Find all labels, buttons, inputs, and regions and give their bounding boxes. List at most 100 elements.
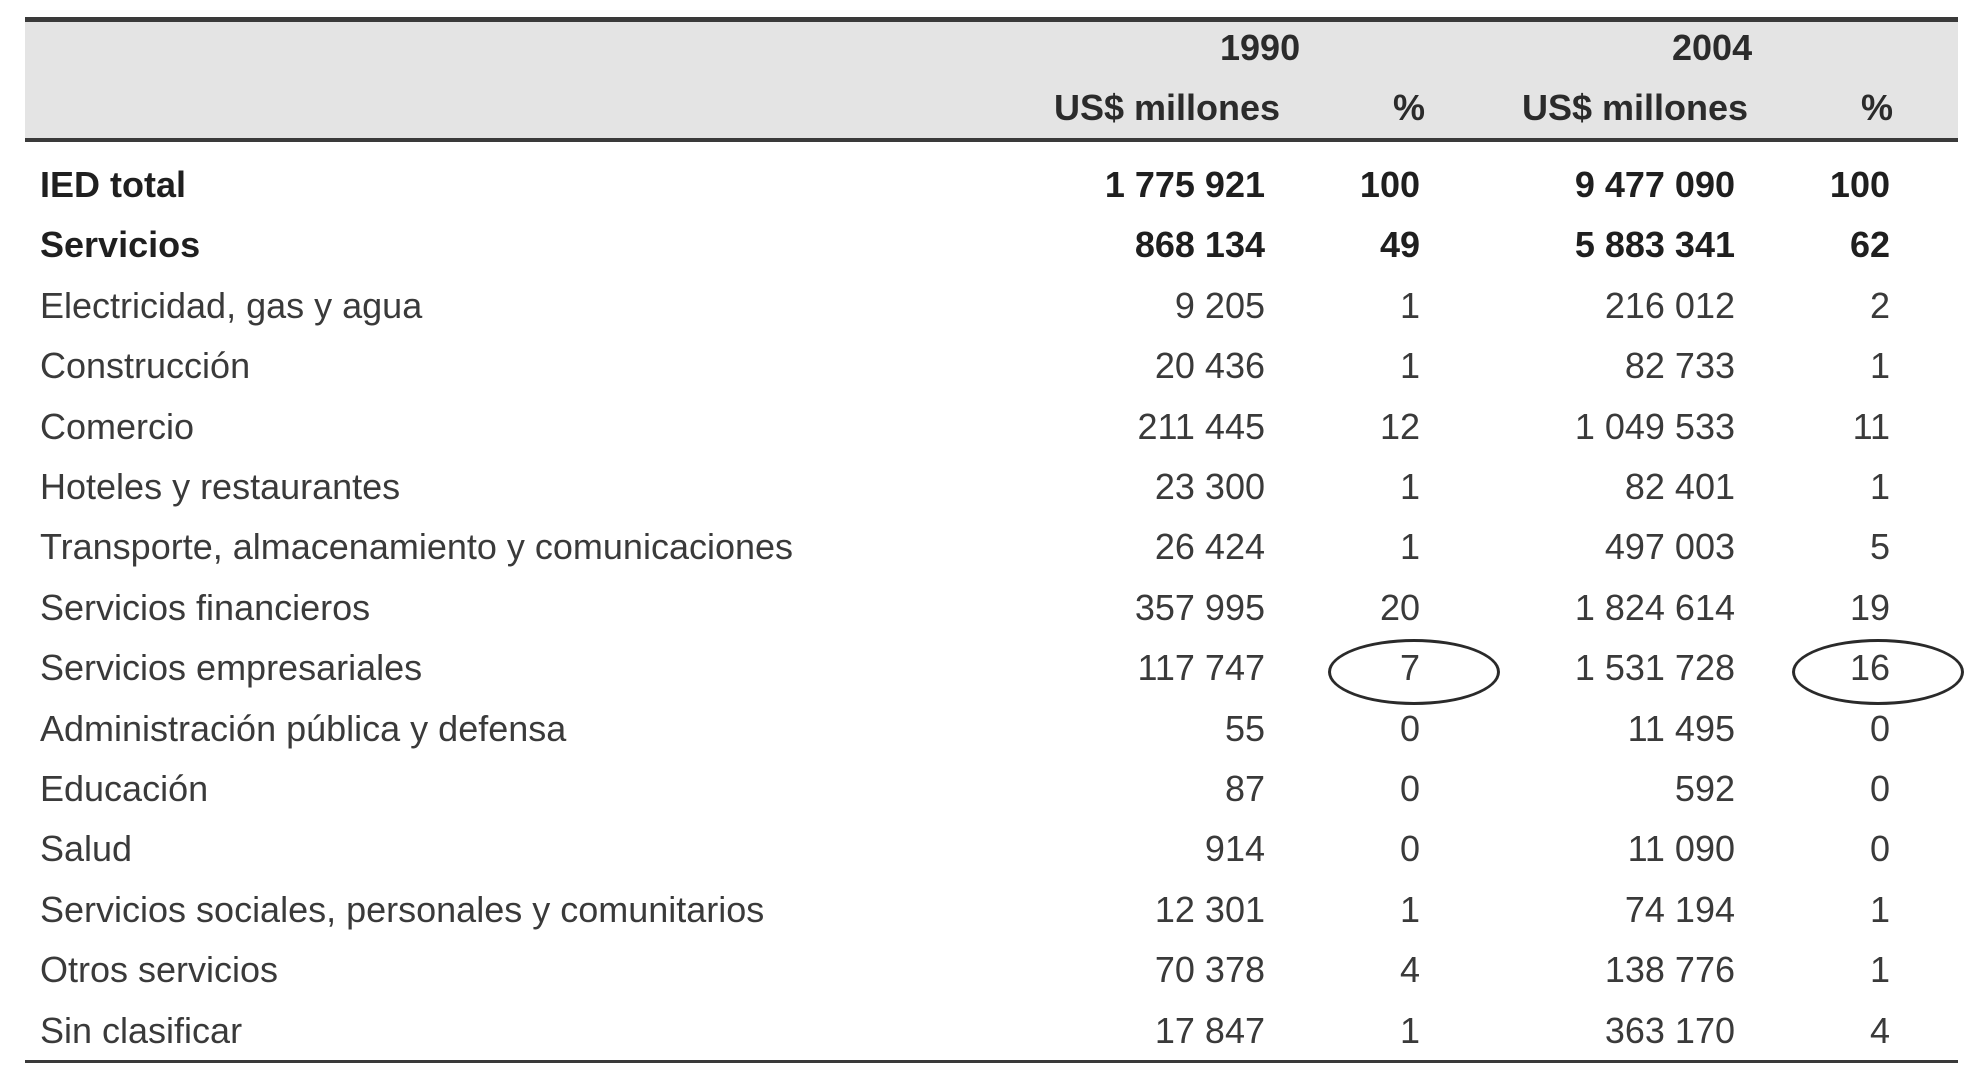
row-label: Servicios financieros (40, 586, 371, 628)
usd-1990-cell: 914 (1204, 828, 1265, 870)
table-row: Salud 914 0 11 090 0 (0, 819, 1977, 879)
row-label: Transporte, almacenamiento y comunicacio… (40, 526, 794, 568)
pct-2004-cell: 11 (1852, 405, 1890, 447)
table-row: Servicios 868 134 49 5 883 341 62 (0, 215, 1977, 275)
table-row: Comercio 211 445 12 1 049 533 11 (0, 397, 1977, 457)
pct-1990-cell: 12 (1379, 405, 1420, 447)
pct-1990-cell: 1 (1399, 284, 1420, 326)
usd-1990-cell: 20 436 (1154, 345, 1265, 387)
table-row: Transporte, almacenamiento y comunicacio… (0, 517, 1977, 577)
row-label: IED total (40, 164, 187, 205)
row-label: Construcción (40, 345, 251, 387)
table-row: Sin clasificar 17 847 1 363 170 4 (0, 1001, 1977, 1061)
usd-2004-cell: 9 477 090 (1574, 164, 1735, 205)
usd-2004-cell: 138 776 (1604, 949, 1735, 991)
pct-1990-cell: 20 (1379, 586, 1420, 628)
pct-1990-cell: 49 (1379, 224, 1420, 266)
pct-1990-cell: 100 (1359, 164, 1420, 205)
pct-1990-cell: 1 (1399, 466, 1420, 507)
usd-1990-cell: 26 424 (1154, 526, 1265, 568)
table-row: IED total 1 775 921 100 9 477 090 100 (0, 155, 1977, 215)
pct-2004-header: % (1861, 87, 1894, 128)
top-rule (25, 17, 1958, 22)
pct-1990-cell: 4 (1399, 949, 1420, 991)
usd-1990-cell: 211 445 (1137, 405, 1265, 447)
table-row: Administración pública y defensa 55 0 11 49… (0, 699, 1977, 759)
pct-2004-cell: 19 (1849, 586, 1890, 628)
usd-1990-cell: 55 (1224, 707, 1265, 749)
row-label: Sin clasificar (40, 1009, 243, 1051)
row-label: Electricidad, gas y agua (40, 284, 423, 326)
usd-2004-cell: 363 170 (1604, 1009, 1735, 1051)
pct-1990-cell: 1 (1399, 345, 1420, 387)
pct-1990-cell: 0 (1399, 768, 1420, 809)
row-label: Comercio (40, 405, 195, 447)
usd-1990-cell: 87 (1224, 768, 1265, 809)
pct-1990-cell: 1 (1399, 526, 1420, 568)
pct-2004-cell: 1 (1869, 345, 1890, 387)
pct-2004-cell: 2 (1869, 284, 1890, 326)
usd-2004-cell: 592 (1674, 768, 1735, 809)
pct-2004-cell: 0 (1869, 828, 1890, 870)
usd-2004-cell: 11 495 (1627, 707, 1735, 749)
table-row: Otros servicios 70 378 4 138 776 1 (0, 940, 1977, 1000)
row-label: Salud (40, 828, 133, 870)
pct-1990-cell: 0 (1399, 707, 1420, 749)
pct-1990-circle-mark (1328, 639, 1500, 706)
usd-1990-cell: 868 134 (1134, 224, 1265, 266)
pct-1990-header: % (1393, 87, 1426, 128)
pct-2004-cell: 1 (1869, 888, 1890, 930)
pct-1990-cell: 1 (1399, 888, 1420, 930)
table-row: Servicios sociales, personales y comunit… (0, 880, 1977, 940)
usd-2004-cell: 82 733 (1624, 345, 1735, 387)
pct-2004-cell: 0 (1869, 768, 1890, 809)
pct-2004-cell: 62 (1849, 224, 1890, 266)
row-label: Servicios (40, 224, 201, 266)
pct-2004-cell: 100 (1829, 164, 1890, 205)
usd-1990-cell: 357 995 (1134, 586, 1265, 628)
pct-2004-cell: 5 (1869, 526, 1890, 568)
usd-1990-cell: 23 300 (1154, 466, 1265, 507)
usd-1990-cell: 70 378 (1154, 949, 1265, 991)
usd-2004-cell: 1 824 614 (1574, 586, 1735, 628)
usd-2004-cell: 497 003 (1604, 526, 1735, 568)
usd-2004-cell: 11 090 (1627, 828, 1735, 870)
year-1990-header: 1990 (1220, 27, 1301, 68)
table-row: Educación 87 0 592 0 (0, 759, 1977, 819)
row-label: Administración pública y defensa (40, 707, 567, 749)
usd-1990-header: US$ millones (1054, 87, 1281, 128)
table-row: Hoteles y restaurantes 23 300 1 82 401 1 (0, 457, 1977, 517)
row-label: Servicios empresariales (40, 647, 423, 689)
pct-2004-cell: 1 (1869, 949, 1890, 991)
pct-2004-circle-mark (1792, 639, 1964, 706)
usd-2004-cell: 74 194 (1624, 888, 1735, 930)
row-label: Servicios sociales, personales y comunit… (40, 888, 765, 930)
year-2004-header: 2004 (1672, 27, 1753, 68)
usd-2004-header: US$ millones (1522, 87, 1749, 128)
pct-2004-cell: 0 (1869, 707, 1890, 749)
pct-1990-cell: 0 (1399, 828, 1420, 870)
usd-1990-cell: 9 205 (1174, 284, 1265, 326)
row-label: Educación (40, 768, 209, 809)
usd-2004-cell: 5 883 341 (1574, 224, 1735, 266)
row-label: Hoteles y restaurantes (40, 466, 401, 507)
usd-1990-cell: 17 847 (1154, 1009, 1265, 1051)
header-band (25, 22, 1958, 138)
bottom-rule (25, 1060, 1958, 1063)
pct-1990-cell: 1 (1399, 1009, 1420, 1051)
table-row: Construcción 20 436 1 82 733 1 (0, 336, 1977, 396)
table-row: Servicios empresariales 117 747 7 1 531 728… (0, 638, 1977, 706)
pct-2004-cell: 1 (1869, 466, 1890, 507)
usd-2004-cell: 1 531 728 (1574, 647, 1735, 689)
usd-2004-cell: 216 012 (1604, 284, 1735, 326)
table-row: Electricidad, gas y agua 9 205 1 216 012 2 (0, 276, 1977, 336)
usd-1990-cell: 117 747 (1137, 647, 1265, 689)
usd-2004-cell: 82 401 (1624, 466, 1735, 507)
usd-1990-cell: 12 301 (1154, 888, 1265, 930)
row-label: Otros servicios (40, 949, 279, 991)
pct-2004-cell: 4 (1869, 1009, 1890, 1051)
usd-2004-cell: 1 049 533 (1574, 405, 1735, 447)
table-row: Servicios financieros 357 995 20 1 824 614 1… (0, 578, 1977, 638)
usd-1990-cell: 1 775 921 (1104, 164, 1265, 205)
